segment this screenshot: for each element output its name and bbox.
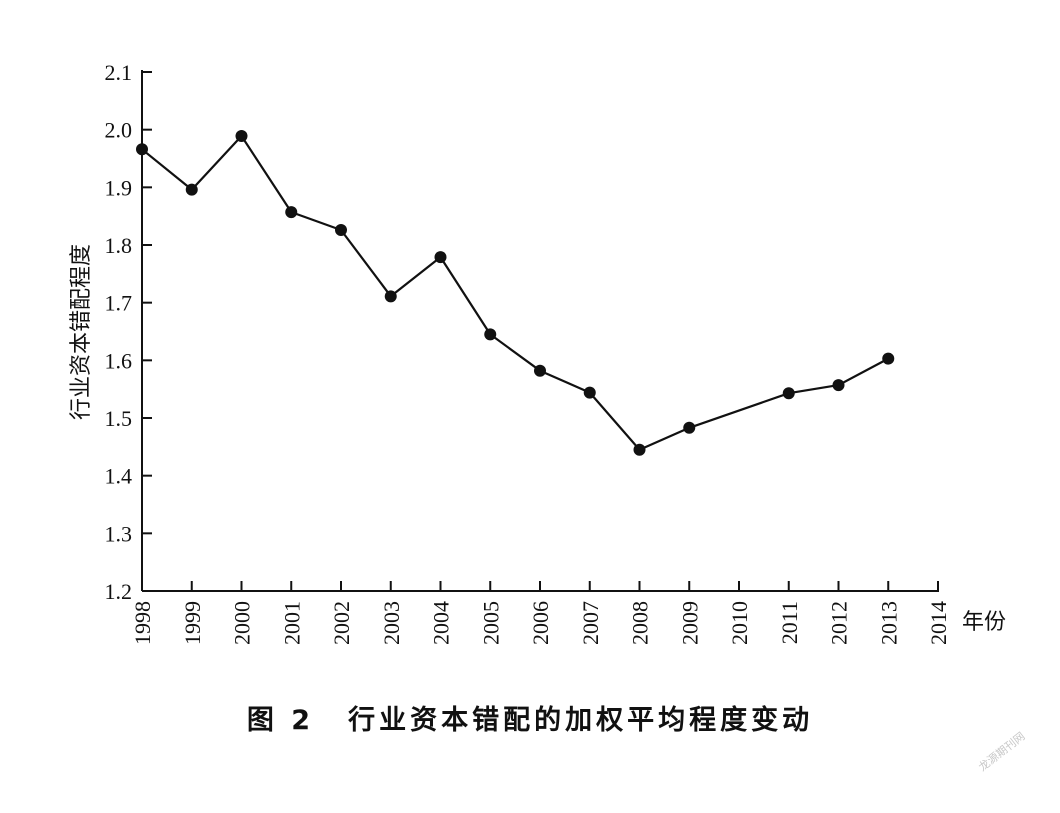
- series-layer: [136, 130, 895, 456]
- data-point: [583, 386, 596, 399]
- data-point: [235, 130, 248, 143]
- data-point: [335, 224, 347, 237]
- data-point: [782, 387, 795, 400]
- y-axis: 1.2 1.3 1.4 1.5 1.6 1.7 1.8 1.9 2.0 2.1: [105, 60, 152, 604]
- y-tick-label: 1.9: [105, 175, 133, 200]
- data-point: [832, 379, 845, 392]
- x-tick-label: 2002: [329, 601, 354, 645]
- line-chart: 1.2 1.3 1.4 1.5 1.6 1.7 1.8 1.9 2.0 2.1 1998 1999 2…: [69, 60, 1006, 645]
- y-tick-label: 2.1: [105, 60, 133, 85]
- x-tick-label: 2007: [578, 601, 603, 645]
- y-tick-label: 1.3: [105, 521, 133, 546]
- x-tick-label: 2012: [827, 601, 852, 645]
- y-tick-label: 2.0: [105, 118, 133, 143]
- y-tick-label: 1.6: [105, 348, 133, 373]
- y-tick-label: 1.8: [105, 233, 133, 258]
- x-tick-label: 2004: [429, 601, 454, 645]
- x-tick-label: 2003: [379, 601, 404, 645]
- y-tick-label: 1.2: [105, 579, 133, 604]
- x-tick-label: 2008: [628, 601, 653, 645]
- x-axis-label: 年份: [962, 610, 1006, 635]
- x-tick-label: 2001: [279, 601, 304, 645]
- x-tick-label: 2005: [478, 601, 503, 645]
- y-tick-label: 1.4: [105, 464, 133, 489]
- series-line: [141, 134, 889, 451]
- figure-number: 图 2: [246, 705, 315, 736]
- data-point: [882, 352, 895, 365]
- x-tick-label: 2010: [727, 601, 752, 645]
- y-tick-label: 1.5: [105, 406, 133, 431]
- data-point: [434, 251, 447, 264]
- data-point: [185, 183, 198, 196]
- x-tick-label: 2006: [528, 601, 553, 645]
- x-axis: 1998 1999 2000 2001 2002 2003 2004 2005 2006 2007…: [130, 581, 951, 645]
- x-tick-label: 1999: [180, 601, 205, 645]
- figure-caption: 图 2 行业资本错配的加权平均程度变动: [0, 698, 1060, 737]
- x-tick-label: 2014: [926, 601, 951, 645]
- data-point: [534, 364, 546, 377]
- data-point: [136, 143, 148, 156]
- data-point: [683, 421, 696, 434]
- data-point: [285, 206, 298, 219]
- x-tick-label: 1998: [130, 601, 155, 645]
- data-point: [633, 443, 646, 456]
- x-tick-label: 2000: [230, 601, 255, 645]
- x-tick-label: 2013: [876, 601, 901, 645]
- data-point: [384, 290, 397, 303]
- x-tick-label: 2009: [677, 601, 702, 645]
- y-axis-label: 行业资本错配程度: [69, 244, 94, 420]
- figure-caption-text: 行业资本错配的加权平均程度变动: [348, 705, 814, 736]
- data-point: [484, 328, 497, 341]
- x-tick-label: 2011: [777, 601, 802, 644]
- y-tick-label: 1.7: [105, 291, 133, 316]
